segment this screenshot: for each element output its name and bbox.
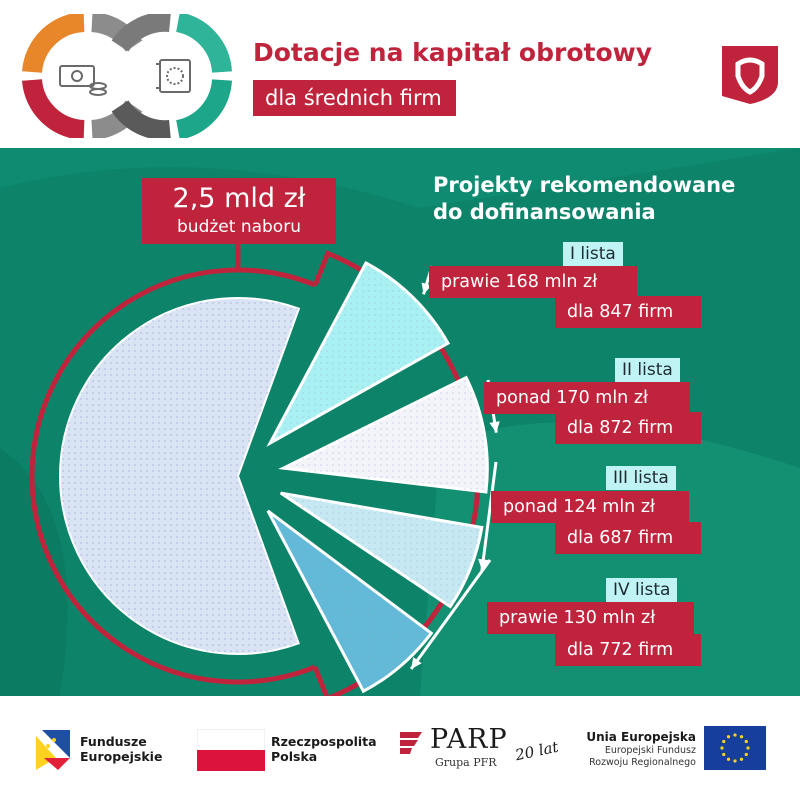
list-tag-3: III lista	[606, 466, 676, 490]
rp-line2: Polska	[271, 749, 318, 764]
projects-heading-line1: Projekty rekomendowane	[433, 173, 736, 197]
pointer-arrowhead-4	[411, 657, 422, 669]
fe-logo-text: Fundusze Europejskie	[80, 734, 162, 764]
eu-star	[726, 735, 731, 739]
rp-logo-text: Rzeczpospolita Polska	[271, 734, 377, 764]
list-firms-1: dla 847 firm	[555, 296, 701, 328]
pointer-arrowhead-2	[489, 421, 500, 433]
eu-star	[733, 733, 737, 737]
money-icon	[59, 65, 107, 96]
eu-line1: Europejski Fundusz	[604, 745, 696, 756]
projects-heading: Projekty rekomendowane do dofinansowania	[433, 172, 793, 226]
list-tag-2: II lista	[615, 358, 680, 382]
pointer-arrow-4	[409, 559, 492, 670]
fe-line1: Fundusze	[80, 734, 147, 749]
infinity-cycle-logo	[22, 14, 232, 138]
header: Dotacje na kapitał obrotowy dla średnich…	[0, 0, 800, 148]
page-title: Dotacje na kapitał obrotowy	[253, 38, 653, 67]
pie-slice-remaining-texture	[60, 297, 299, 654]
budget-caption: budżet naboru	[177, 217, 301, 237]
pointer-arrow-3	[480, 461, 498, 571]
fundusze-europejskie-icon	[36, 730, 70, 770]
eu-star	[722, 752, 726, 757]
eu-document-icon	[156, 59, 191, 93]
parp-years: 20 lat	[513, 737, 561, 765]
list-amount-3: ponad 124 mln zł	[491, 491, 689, 523]
budget-amount: 2,5 mld zł	[172, 183, 306, 214]
pointer-arrowhead-3	[478, 558, 489, 571]
eu-star	[744, 739, 748, 744]
eu-star	[746, 746, 750, 750]
budget-ring	[29, 267, 317, 685]
parp-logo-icon	[400, 732, 422, 754]
pie-slice-texture-1	[270, 262, 448, 444]
list-tag-1: I lista	[563, 242, 623, 266]
pie-slice-texture-4	[267, 510, 432, 692]
pie-slice-texture-2	[283, 377, 488, 492]
eu-star	[733, 759, 737, 763]
eu-flag-icon	[704, 726, 766, 770]
parp-name: PARP	[430, 724, 508, 755]
budget-box: 2,5 mld zł budżet naboru	[142, 178, 336, 244]
list-firms-2: dla 872 firm	[555, 412, 701, 444]
pie-slice-texture-3	[280, 493, 482, 607]
eu-star	[739, 757, 744, 761]
list-amount-1: prawie 168 mln zł	[429, 266, 637, 298]
rp-line1: Rzeczpospolita	[271, 734, 377, 749]
footer: Fundusze Europejskie Rzeczpospolita Pols…	[0, 696, 800, 800]
eu-star	[720, 746, 724, 750]
polish-flag-icon	[197, 729, 265, 771]
eu-star	[726, 757, 731, 761]
eu-logo-text: Unia Europejska Europejski Fundusz Rozwo…	[586, 730, 696, 769]
eu-star	[739, 735, 744, 739]
parp-emblem-icon	[722, 46, 778, 104]
list-firms-4: dla 772 firm	[555, 634, 701, 666]
parp-group: Grupa PFR	[435, 756, 497, 769]
list-firms-3: dla 687 firm	[555, 522, 701, 554]
fe-line2: Europejskie	[80, 749, 163, 764]
list-amount-2: ponad 170 mln zł	[484, 382, 690, 414]
eu-line2: Rozwoju Regionalnego	[589, 757, 696, 768]
list-tag-4: IV lista	[606, 578, 678, 602]
eu-title: Unia Europejska	[586, 730, 696, 744]
eu-star	[744, 752, 748, 757]
page-subtitle: dla średnich firm	[253, 80, 456, 116]
projects-heading-line2: do dofinansowania	[433, 200, 656, 224]
eu-star	[722, 739, 726, 744]
list-amount-4: prawie 130 mln zł	[487, 602, 694, 634]
